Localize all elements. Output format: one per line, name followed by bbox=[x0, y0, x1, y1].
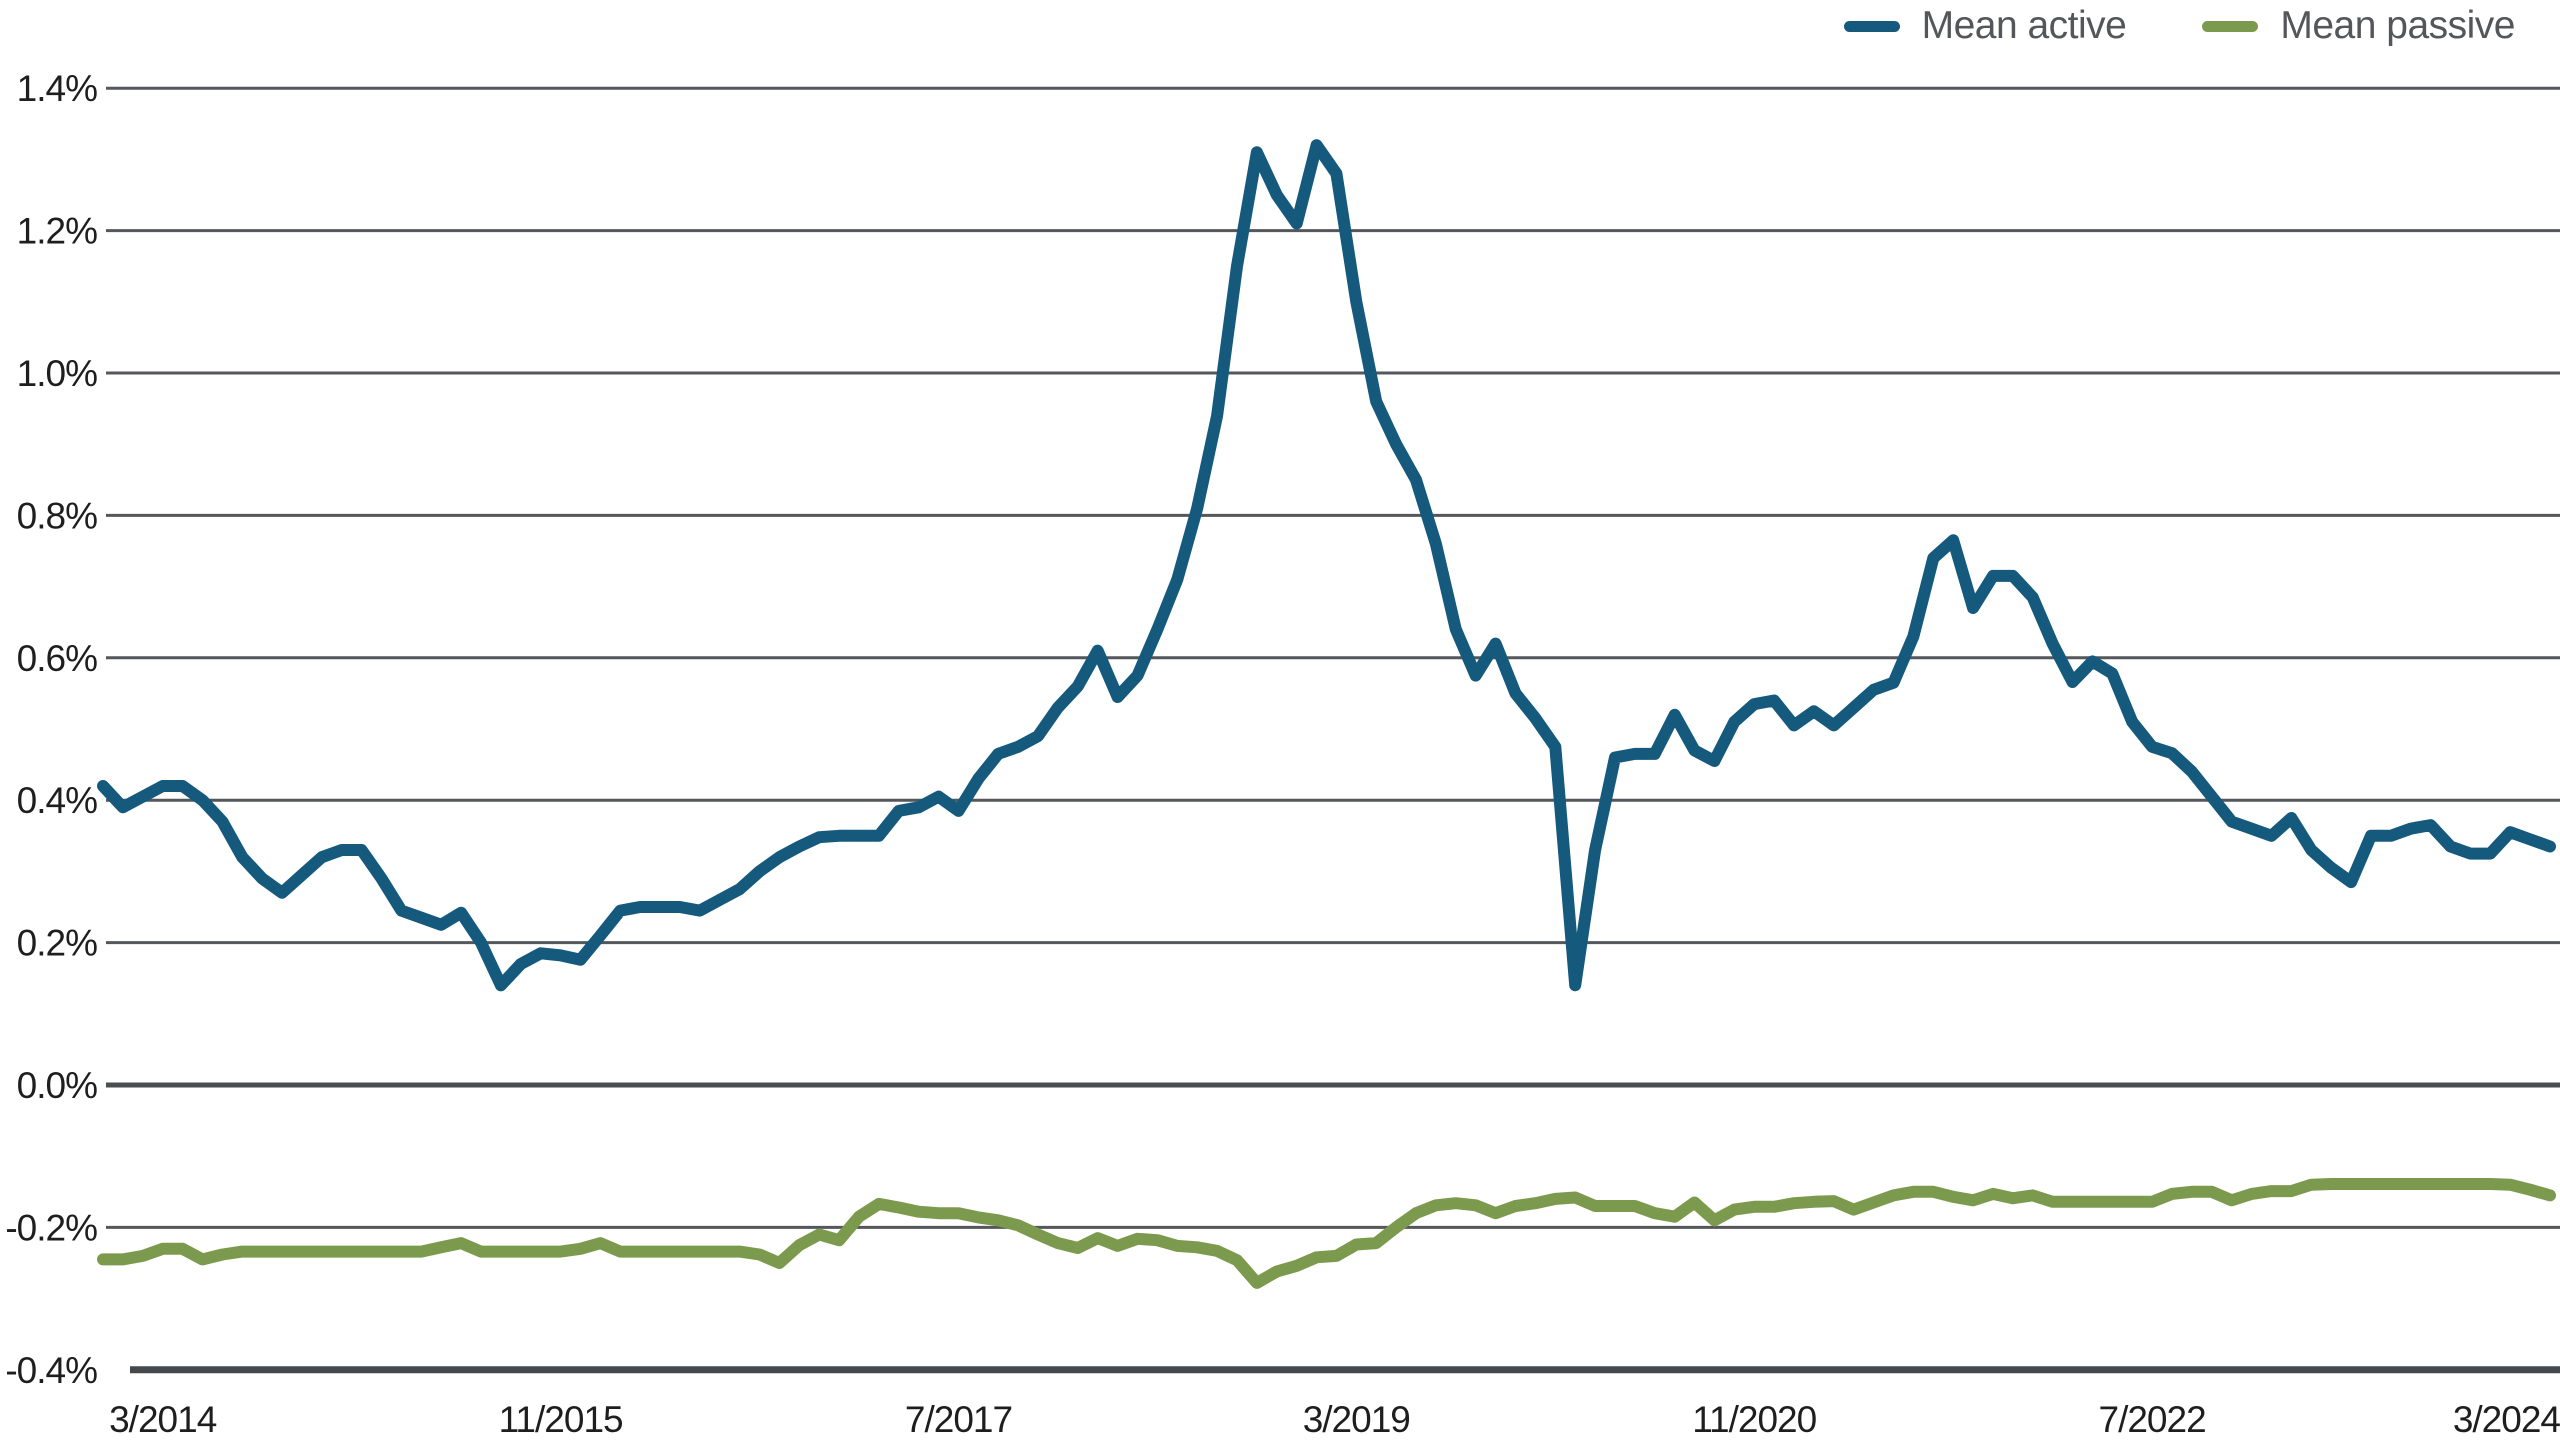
y-axis-label: 0.6% bbox=[17, 638, 97, 679]
y-axis-label: 1.2% bbox=[17, 211, 97, 252]
legend-item-mean-active: Mean active bbox=[1843, 4, 2127, 48]
x-axis-label: 7/2022 bbox=[2099, 1399, 2206, 1440]
x-axis-label: 7/2017 bbox=[905, 1399, 1012, 1440]
y-axis-label: 0.8% bbox=[17, 495, 97, 536]
mean-passive-line bbox=[97, 1178, 2556, 1289]
legend: Mean active Mean passive bbox=[1843, 4, 2515, 48]
mean-active-label: Mean active bbox=[1921, 4, 2127, 47]
mean-active-line bbox=[97, 139, 2556, 992]
mean-active-swatch bbox=[1843, 20, 1900, 32]
y-axis-label: 0.4% bbox=[17, 780, 97, 821]
x-axis-label: 3/2024 bbox=[2453, 1399, 2560, 1440]
y-axis-label: 1.4% bbox=[17, 68, 97, 109]
mean-passive-swatch bbox=[2202, 20, 2259, 32]
legend-item-mean-passive: Mean passive bbox=[2202, 4, 2515, 48]
y-axis-label: 0.2% bbox=[17, 923, 97, 964]
y-axis-label: -0.4% bbox=[5, 1350, 97, 1391]
x-axis-label: 3/2019 bbox=[1303, 1399, 1410, 1440]
x-axis-label: 11/2020 bbox=[1692, 1399, 1816, 1440]
x-axis-label: 3/2014 bbox=[109, 1399, 217, 1440]
x-axis-label: 11/2015 bbox=[499, 1399, 623, 1440]
mean-passive-label: Mean passive bbox=[2280, 4, 2515, 47]
y-axis-label: -0.2% bbox=[5, 1207, 97, 1248]
y-axis-label: 0.0% bbox=[17, 1065, 97, 1106]
y-axis-label: 1.0% bbox=[17, 353, 97, 394]
